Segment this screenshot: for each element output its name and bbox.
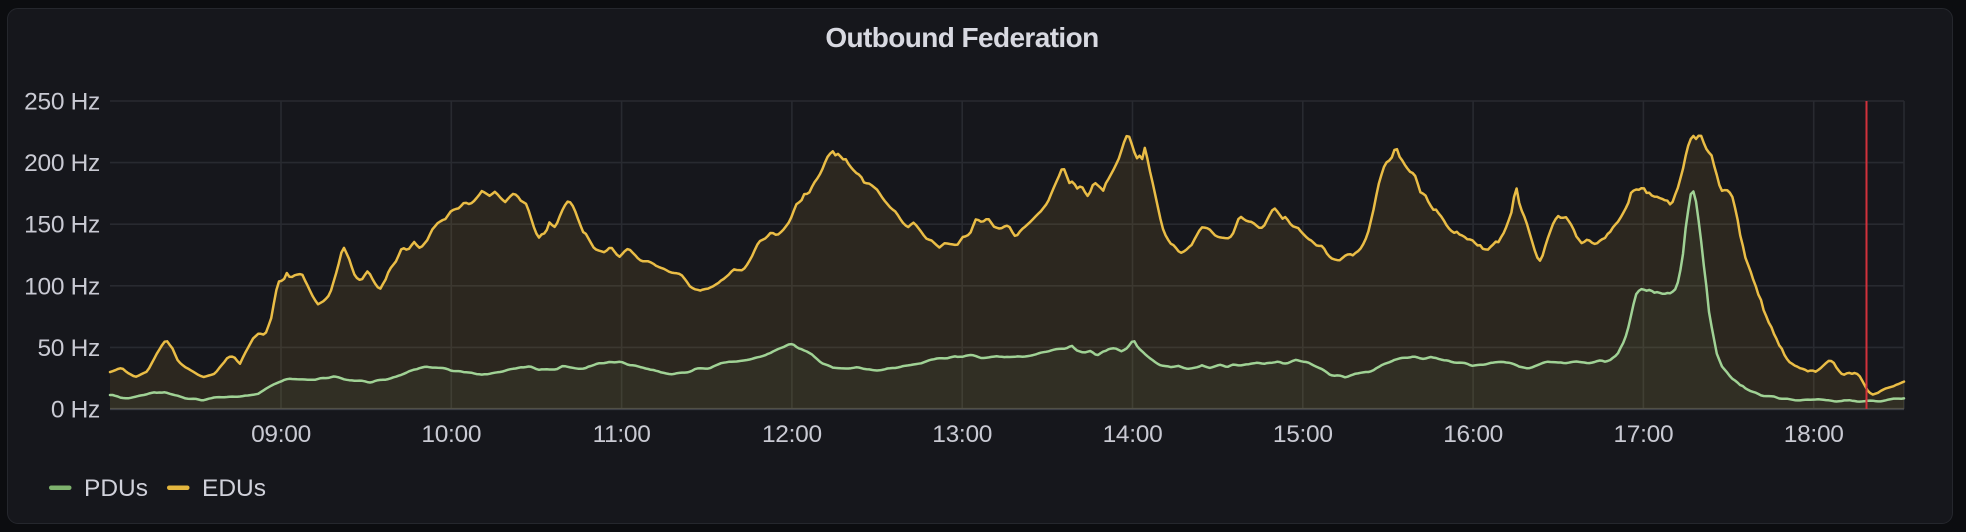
svg-text:Outbound Federation: Outbound Federation — [825, 22, 1098, 53]
svg-text:13:00: 13:00 — [932, 421, 992, 448]
svg-text:PDUs: PDUs — [84, 475, 148, 502]
svg-text:16:00: 16:00 — [1443, 421, 1503, 448]
svg-text:17:00: 17:00 — [1613, 421, 1673, 448]
svg-text:18:00: 18:00 — [1784, 421, 1844, 448]
svg-text:0 Hz: 0 Hz — [51, 397, 100, 424]
svg-text:15:00: 15:00 — [1273, 421, 1333, 448]
svg-text:250 Hz: 250 Hz — [24, 89, 100, 116]
svg-text:12:00: 12:00 — [762, 421, 822, 448]
svg-text:10:00: 10:00 — [421, 421, 481, 448]
svg-text:100 Hz: 100 Hz — [24, 273, 100, 300]
svg-text:11:00: 11:00 — [593, 421, 651, 448]
svg-text:14:00: 14:00 — [1103, 421, 1163, 448]
svg-text:EDUs: EDUs — [202, 475, 266, 502]
svg-text:200 Hz: 200 Hz — [24, 150, 100, 177]
svg-text:50 Hz: 50 Hz — [37, 335, 100, 362]
svg-text:150 Hz: 150 Hz — [24, 212, 100, 239]
svg-text:09:00: 09:00 — [251, 421, 311, 448]
